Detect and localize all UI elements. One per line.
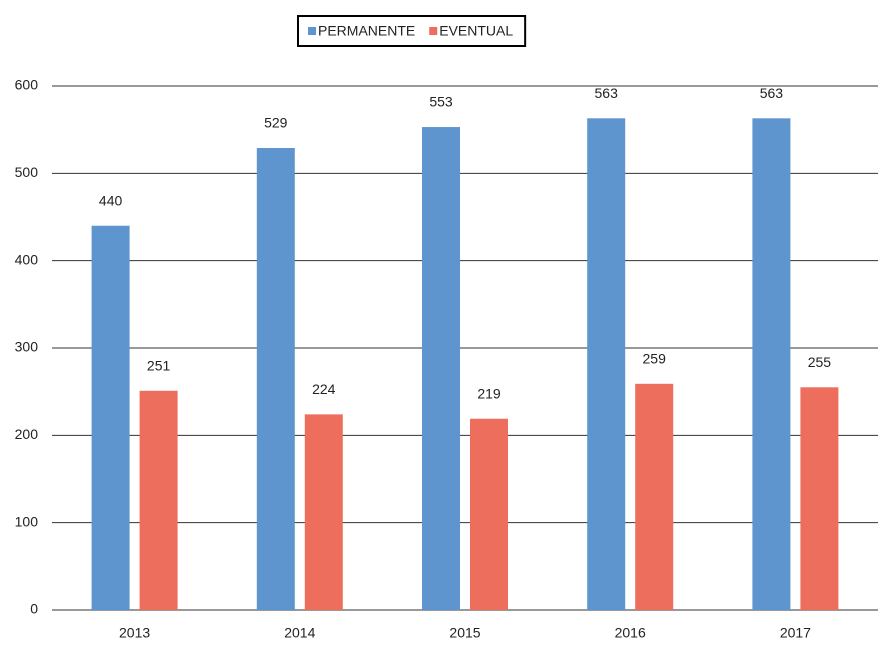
y-tick-label: 0: [30, 601, 38, 617]
x-tick-label: 2017: [780, 625, 811, 641]
y-tick-label: 300: [15, 339, 39, 355]
x-tick-label: 2013: [119, 625, 150, 641]
y-tick-label: 400: [15, 251, 39, 267]
value-label: 255: [808, 354, 832, 370]
bar: [470, 418, 508, 610]
bar: [304, 414, 343, 610]
value-label: 259: [643, 351, 667, 367]
x-tick-label: 2015: [449, 625, 480, 641]
y-tick-label: 600: [15, 77, 39, 93]
value-label: 563: [595, 85, 619, 101]
bar: [256, 148, 295, 611]
y-tick-label: 200: [15, 426, 39, 442]
legend-label: EVENTUAL: [439, 23, 513, 39]
bar: [635, 383, 674, 610]
value-label: 251: [147, 357, 171, 373]
bar: [422, 127, 460, 611]
bar: [800, 387, 839, 610]
y-tick-label: 500: [15, 164, 39, 180]
bar: [139, 390, 178, 610]
legend-label: PERMANENTE: [318, 23, 415, 39]
value-label: 563: [760, 85, 784, 101]
bar: [91, 225, 130, 610]
bar: [587, 118, 626, 611]
value-label: 553: [429, 94, 453, 110]
value-label: 440: [99, 192, 123, 208]
value-label: 219: [477, 385, 501, 401]
x-tick-label: 2014: [284, 625, 315, 641]
legend-swatch: [429, 27, 438, 35]
value-label: 529: [264, 115, 288, 131]
y-tick-label: 100: [15, 513, 39, 529]
legend-swatch: [308, 27, 316, 35]
x-tick-label: 2016: [615, 625, 646, 641]
value-label: 224: [312, 381, 336, 397]
bar: [752, 118, 791, 611]
legend-box: [297, 15, 527, 47]
